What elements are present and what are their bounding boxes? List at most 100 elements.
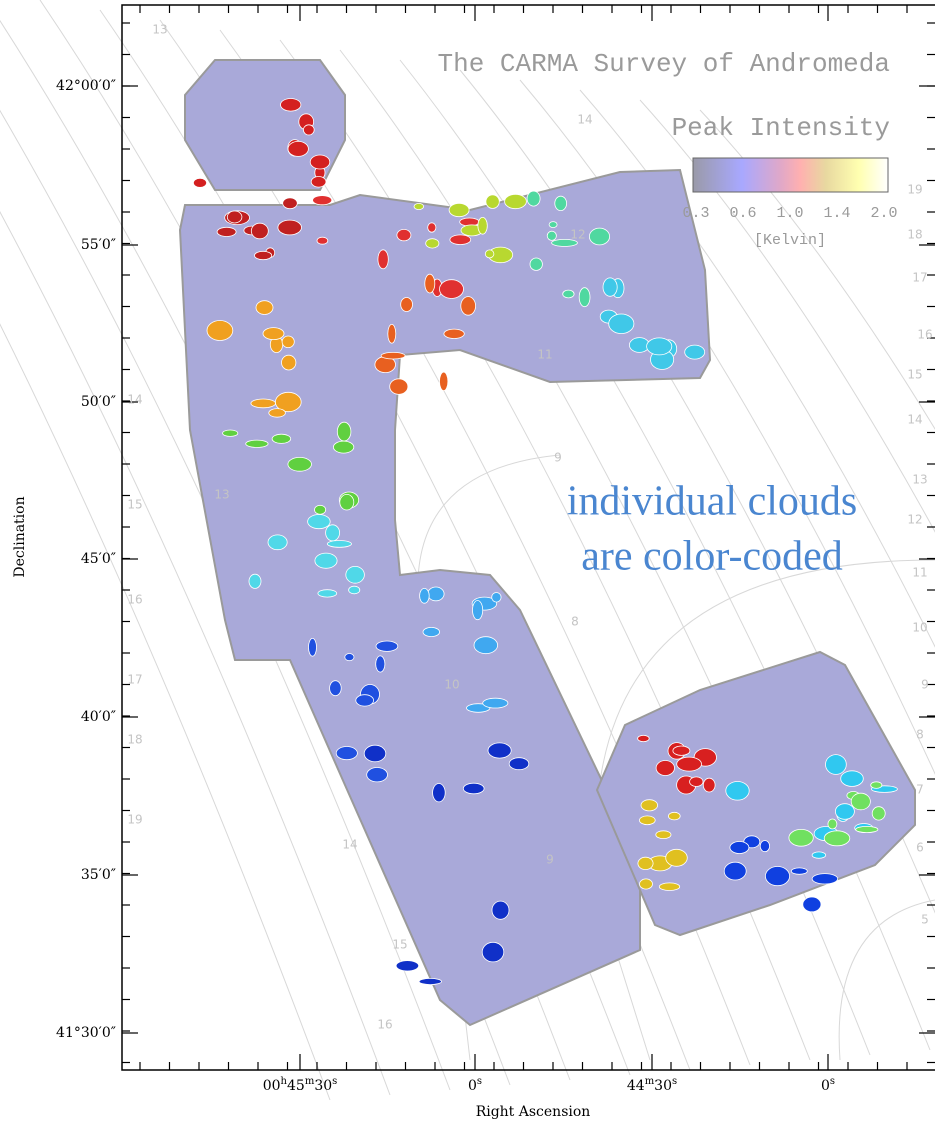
contour-label: 5 [921,913,929,927]
contour-label: 16 [917,328,932,342]
x-tick-label: 0s [821,1076,835,1095]
y-tick-label: 55′0″ [81,237,116,253]
colorbar-label: 1.4 [823,205,850,222]
cloud [376,656,385,672]
cloud [726,782,749,801]
cloud [251,223,268,239]
cloud [656,761,674,776]
x-tick-label-part: 44 [627,1078,645,1094]
contour-label: 13 [214,488,229,502]
cloud [346,566,365,583]
cloud [317,237,328,244]
cloud [378,250,388,269]
colorbar-label: 2.0 [870,205,897,222]
cloud [381,352,405,359]
cloud [673,746,690,755]
contour-label: 17 [912,271,927,285]
cloud [478,217,487,234]
cloud [549,222,557,228]
cloud [656,831,671,839]
x-tick-label-part: s [477,1076,482,1087]
cloud [311,177,326,188]
x-tick-label-part: 00 [263,1078,281,1094]
x-tick-label-part: 30 [314,1078,332,1094]
contour-label: 14 [907,413,922,427]
cloud [251,399,276,408]
cloud [641,800,658,811]
cloud [313,196,332,205]
cloud [609,314,634,334]
cloud [288,141,308,156]
contour-label: 15 [127,498,142,512]
cloud [309,638,317,656]
cloud [473,601,483,620]
contour-label: 13 [152,23,167,37]
contour-label: 9 [921,678,929,692]
cloud [668,812,680,820]
cloud [315,505,326,514]
cloud [282,355,296,370]
cloud [639,816,655,825]
cloud [677,757,702,771]
cloud [505,194,527,208]
colorbar-label: 0.6 [729,205,756,222]
x-tick-label-part: s [672,1076,677,1087]
cloud [440,372,448,391]
cloud [666,849,688,866]
cloud [333,441,353,453]
cloud [789,829,813,846]
cloud [428,223,436,232]
contour-label: 14 [577,113,592,127]
cloud [440,280,464,299]
x-tick-label: 00h45m30s [263,1076,338,1095]
cloud [483,698,508,708]
x-tick-label: 44m30s [627,1076,677,1095]
cloud [530,258,542,270]
cloud [638,857,653,869]
contour-label: 11 [537,348,552,362]
cloud [428,587,444,601]
cloud [433,784,446,802]
contour-label: 7 [916,783,924,797]
cloud [315,553,337,568]
cloud [308,515,331,529]
contour-label: 16 [127,593,142,607]
cloud [419,978,441,984]
cloud [474,637,498,654]
annotation-line: individual clouds [567,479,857,525]
y-tick-label: 42°00′0″ [56,78,116,94]
cloud [640,879,653,889]
cloud [444,329,464,338]
cloud [268,535,287,550]
y-tick-label: 41°30′0″ [56,1025,116,1041]
cloud [450,235,471,245]
footprint-southwest [597,652,915,935]
cloud [397,229,411,240]
y-tick-label: 35′0″ [81,867,116,883]
colorbar-unit: [Kelvin] [754,232,826,249]
cloud [579,288,590,307]
figure: The CARMA Survey of Andromeda Peak Inten… [0,0,935,1123]
contour-label: 8 [571,615,579,629]
cloud [812,874,838,884]
contour-label: 12 [907,513,922,527]
y-tick-label: 45′0″ [81,551,116,567]
map-title: The CARMA Survey of Andromeda [438,49,890,79]
cloud [826,755,847,775]
colorbar-title: Peak Intensity [672,113,890,143]
cloud [337,422,351,441]
cloud [461,297,476,316]
y-tick-label: 40′0″ [81,709,116,725]
colorbar-label: 0.3 [682,205,709,222]
x-tick-label-part: s [830,1076,835,1087]
contour-label: 8 [916,728,924,742]
cloud [841,771,864,787]
cloud [851,793,870,810]
contour-label: 18 [907,228,922,242]
cloud [555,196,567,210]
cloud [246,440,268,447]
cloud [482,942,504,962]
cloud [647,338,672,355]
cloud [283,198,298,209]
cloud [288,457,312,471]
